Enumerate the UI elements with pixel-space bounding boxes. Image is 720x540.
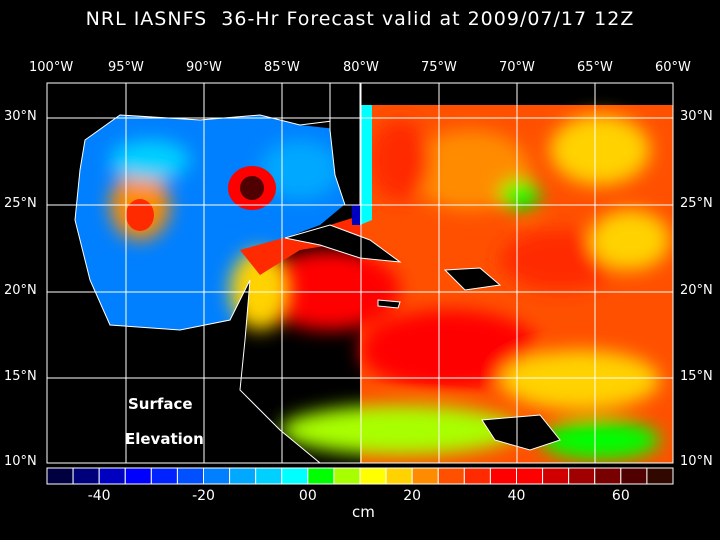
colorbar-swatch — [203, 467, 231, 485]
colorbar-swatch — [255, 467, 283, 485]
colorbar-swatch — [646, 467, 674, 485]
colorbar-swatch — [281, 467, 309, 485]
lon-label: 85°W — [264, 60, 300, 75]
colorbar-tick-label: 40 — [507, 488, 526, 504]
lat-label-left: 10°N — [4, 454, 37, 469]
colorbar-swatch — [516, 467, 544, 485]
colorbar-tick-label: -40 — [87, 488, 111, 504]
colorbar-swatch — [98, 467, 126, 485]
lat-label-right: 10°N — [680, 454, 713, 469]
colorbar-swatch — [594, 467, 622, 485]
colorbar-swatch — [411, 467, 439, 485]
lat-label-right: 25°N — [680, 196, 713, 211]
colorbar-swatch — [72, 467, 100, 485]
colorbar-swatch — [124, 467, 152, 485]
land — [47, 83, 561, 463]
lon-label: 70°W — [499, 60, 535, 75]
map-label-surface: Surface — [128, 395, 193, 413]
lon-label: 90°W — [186, 60, 222, 75]
colorbar-swatch — [150, 467, 178, 485]
lon-label: 95°W — [108, 60, 144, 75]
colorbar-swatch — [542, 467, 570, 485]
colorbar-swatch — [176, 467, 205, 485]
colorbar-tick-label: 60 — [611, 488, 630, 504]
lon-label: 75°W — [421, 60, 457, 75]
lat-label-right: 20°N — [680, 283, 713, 298]
lon-label: 65°W — [577, 60, 613, 75]
colorbar-swatch — [463, 467, 491, 485]
colorbar-swatch — [385, 467, 413, 485]
lat-label-right: 15°N — [680, 369, 713, 384]
map-label-elevation: Elevation — [125, 430, 204, 448]
colorbar-swatch — [229, 467, 257, 485]
lon-label: 60°W — [655, 60, 691, 75]
lon-label: 80°W — [343, 60, 379, 75]
map-frame — [46, 82, 674, 464]
colorbar-tick-label: 00 — [298, 488, 317, 504]
colorbar-swatch — [333, 467, 361, 485]
colorbar-swatch — [307, 467, 335, 485]
colorbar-swatch — [568, 467, 596, 485]
lat-label-left: 20°N — [4, 283, 37, 298]
colorbar-swatch — [620, 467, 648, 485]
lat-label-left: 25°N — [4, 196, 37, 211]
colorbar-tick-label: -20 — [192, 488, 215, 504]
colorbar — [46, 467, 674, 485]
colorbar-swatch — [437, 467, 465, 485]
lon-label: 100°W — [29, 60, 74, 75]
colorbar-swatch — [489, 467, 517, 485]
graticule — [47, 83, 673, 463]
lat-label-left: 15°N — [4, 369, 37, 384]
map-title: NRL IASNFS 36-Hr Forecast valid at 2009/… — [85, 8, 635, 30]
colorbar-swatch — [359, 467, 387, 485]
lat-label-left: 30°N — [4, 109, 37, 124]
colorbar-swatch — [46, 467, 74, 485]
colorbar-unit: cm — [352, 503, 375, 521]
lat-label-right: 30°N — [680, 109, 713, 124]
colorbar-tick-label: 20 — [403, 488, 422, 504]
